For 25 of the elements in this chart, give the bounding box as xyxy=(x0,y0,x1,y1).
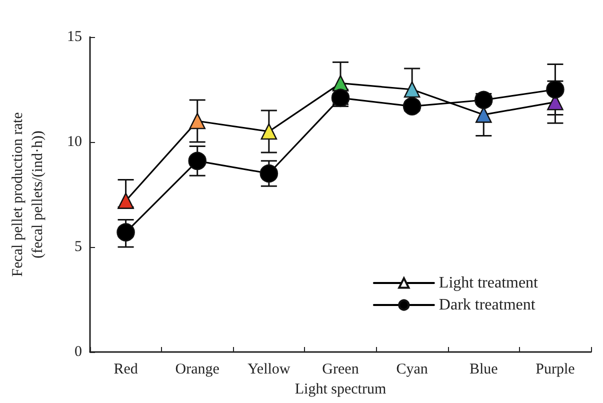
y-tick-label: 0 xyxy=(74,344,82,360)
x-tick-label: Cyan xyxy=(396,362,428,378)
x-tick-label: Purple xyxy=(536,362,576,378)
x-tick-label: Blue xyxy=(469,362,498,378)
legend-label: Light treatment xyxy=(438,274,539,292)
point xyxy=(188,152,207,170)
x-tick-label: Green xyxy=(322,362,360,378)
point xyxy=(260,164,278,183)
point xyxy=(260,123,278,140)
x-tick-label: Orange xyxy=(175,362,220,378)
point xyxy=(118,192,134,209)
point xyxy=(474,90,493,110)
x-axis-title: Light spectrum xyxy=(294,381,386,398)
x-tick-label: Yellow xyxy=(248,362,290,378)
y-tick-label: 5 xyxy=(74,239,82,255)
y-axis-title: Fecal pellet production rate (fecal pellets/(ind·h)) xyxy=(10,112,46,277)
x-tick-label: Red xyxy=(114,362,138,378)
y-tick-label: 15 xyxy=(67,29,82,45)
legend-label: Dark treatment xyxy=(438,296,536,314)
point xyxy=(404,81,420,98)
point xyxy=(546,80,564,99)
y-tick-label: 10 xyxy=(67,134,82,150)
point xyxy=(116,223,135,242)
point xyxy=(189,112,206,130)
point xyxy=(402,97,422,116)
